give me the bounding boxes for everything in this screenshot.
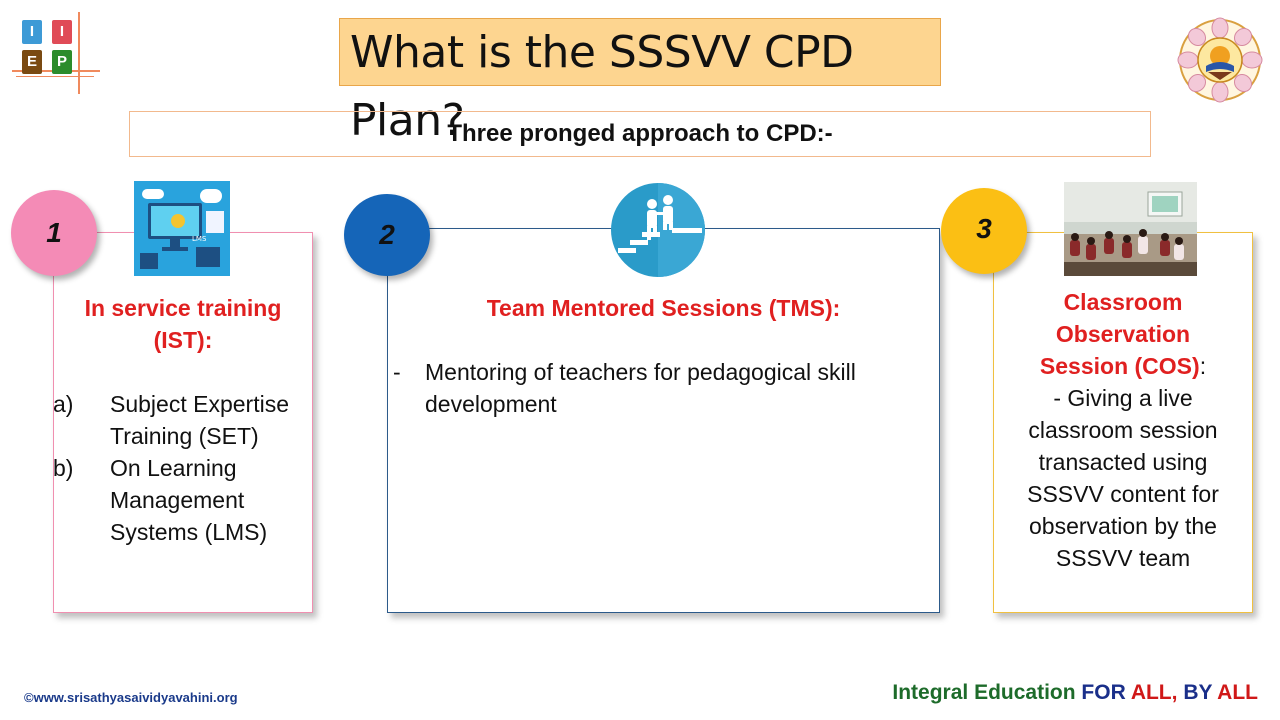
list-item: - Mentoring of teachers for pedagogical …: [393, 356, 933, 420]
list-marker: -: [393, 359, 401, 385]
ist-list: a) Subject Expertise Training (SET) b) O…: [53, 388, 313, 548]
logo-letter: E: [22, 50, 42, 74]
list-item-line: Subject Expertise: [110, 391, 289, 417]
cos-body-line: observation by the: [1029, 513, 1217, 539]
tms-heading: Team Mentored Sessions (TMS):: [486, 295, 841, 321]
svg-text:LMS: LMS: [192, 235, 207, 243]
subtitle-box: Three pronged approach to CPD:-: [129, 111, 1151, 157]
motto-part: ALL,: [1130, 681, 1178, 704]
cos-body-line: SSSVV team: [1055, 545, 1191, 571]
ist-heading-line: In service training: [84, 295, 282, 321]
page-title: What is the SSSVV CPD Plan?: [350, 27, 854, 146]
list-marker: a): [53, 391, 74, 417]
footer-motto: Integral Education FOR ALL, BY ALL: [892, 681, 1258, 705]
ist-heading: In service training (IST):: [53, 292, 313, 356]
iiep-logo: I I E P: [12, 12, 104, 96]
cos-heading: Classroom Observation Session (COS):: [993, 286, 1253, 382]
motto-part: FOR: [1081, 681, 1126, 704]
motto-part: ALL: [1217, 681, 1258, 704]
cos-body-line: classroom session: [1028, 417, 1218, 443]
cos-body-line: transacted using: [1038, 449, 1208, 475]
tms-card: [387, 228, 940, 613]
title-box: What is the SSSVV CPD Plan?: [339, 18, 941, 146]
list-item: b) On Learning Management Systems (LMS): [53, 452, 313, 548]
mentoring-people-icon: [611, 183, 705, 277]
cos-heading-colon: :: [1199, 353, 1207, 379]
ist-heading-line: (IST):: [153, 327, 213, 353]
step-number-3-circle: 3: [941, 188, 1027, 274]
vidya-vahini-seal-logo: [1177, 17, 1263, 103]
list-item-line: Systems (LMS): [110, 519, 268, 545]
cos-heading-line: Session (COS): [1039, 353, 1200, 379]
list-item: a) Subject Expertise Training (SET): [53, 388, 313, 452]
logo-letter: I: [52, 20, 72, 44]
cos-heading-line: Observation: [1055, 321, 1191, 347]
logo-letter: P: [52, 50, 72, 74]
cos-body: - Giving a live classroom session transa…: [1003, 382, 1243, 574]
list-item-line: Training (SET): [110, 423, 259, 449]
cos-heading-line: Classroom: [1063, 289, 1183, 315]
step-number: 3: [976, 213, 992, 244]
step-number-2-circle: 2: [344, 194, 430, 276]
cos-body-line: SSSVV content for: [1027, 481, 1219, 507]
step-number: 2: [379, 219, 395, 250]
classroom-photo: [1064, 182, 1197, 276]
subtitle: Three pronged approach to CPD:-: [447, 120, 833, 147]
motto-part: Integral Education: [892, 681, 1076, 704]
cos-body-line: - Giving a live: [1053, 385, 1193, 411]
step-number: 1: [46, 217, 62, 248]
list-marker: b): [53, 455, 74, 481]
list-item-text: Mentoring of teachers for pedagogical sk…: [425, 359, 856, 417]
list-item-line: Management: [110, 487, 245, 513]
footer-website-link[interactable]: ©www.srisathyasaividyavahini.org: [24, 690, 238, 705]
motto-part: BY: [1183, 681, 1213, 704]
logo-letter: I: [22, 20, 42, 44]
step-number-1-circle: 1: [11, 190, 97, 276]
list-item-line: On Learning: [110, 455, 237, 481]
cos-card: [993, 232, 1253, 613]
lms-computer-icon: LMS: [134, 181, 230, 276]
